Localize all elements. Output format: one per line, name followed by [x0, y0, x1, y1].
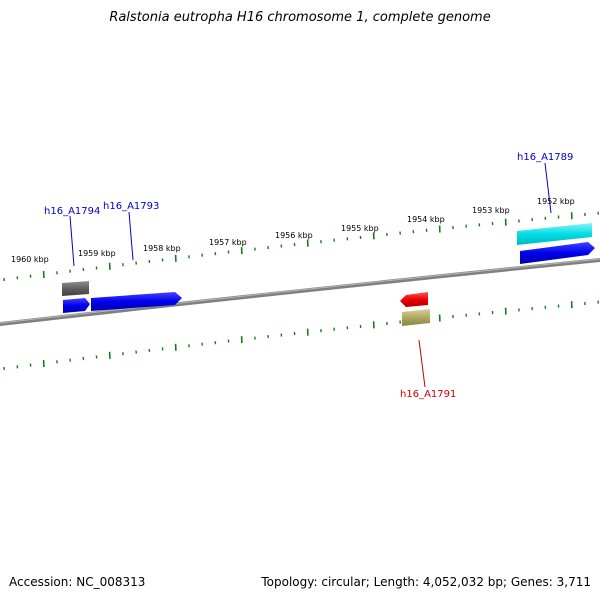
gene-h16-A1794[interactable] — [62, 281, 89, 296]
map-title: Ralstonia eutropha H16 chromosome 1, com… — [109, 10, 491, 25]
ruler-ticks-upper — [3, 211, 599, 282]
gene-labels: h16_A1794 h16_A1793 h16_A1789 h16_A1791 — [44, 152, 573, 400]
ruler-labels: 1960 kbp 1959 kbp 1958 kbp 1957 kbp 1956… — [11, 197, 575, 264]
gene-blue-arrow-right[interactable] — [520, 242, 595, 264]
gene-label-h16-A1791[interactable]: h16_A1791 — [400, 389, 456, 400]
ruler-label: 1955 kbp — [341, 224, 379, 233]
ruler-label: 1954 kbp — [407, 215, 445, 224]
ruler-label: 1957 kbp — [209, 238, 247, 247]
ruler-label: 1958 kbp — [143, 244, 181, 253]
ruler-label: 1956 kbp — [275, 231, 313, 240]
gene-red-arrow[interactable] — [400, 292, 428, 307]
gene-h16-A1789[interactable] — [517, 223, 592, 245]
accession-text: Accession: NC_008313 — [9, 575, 146, 589]
gene-h16-A1791[interactable] — [402, 309, 430, 326]
gene-label-h16-A1794[interactable]: h16_A1794 — [44, 206, 100, 217]
gene-blue-arrow-small[interactable] — [63, 298, 90, 313]
chromosome-backbone — [0, 258, 600, 326]
ruler-label: 1959 kbp — [78, 249, 116, 258]
leader-lines — [69, 162, 552, 388]
ruler-label: 1952 kbp — [537, 197, 575, 206]
ruler-ticks-lower — [3, 300, 599, 371]
gene-h16-A1793[interactable] — [91, 292, 182, 311]
ruler-label: 1960 kbp — [11, 255, 49, 264]
gene-label-h16-A1789[interactable]: h16_A1789 — [517, 152, 573, 163]
genome-stats-text: Topology: circular; Length: 4,052,032 bp… — [261, 575, 591, 589]
gene-features — [62, 223, 595, 326]
gene-label-h16-A1793[interactable]: h16_A1793 — [103, 201, 159, 212]
ruler-label: 1953 kbp — [472, 206, 510, 215]
